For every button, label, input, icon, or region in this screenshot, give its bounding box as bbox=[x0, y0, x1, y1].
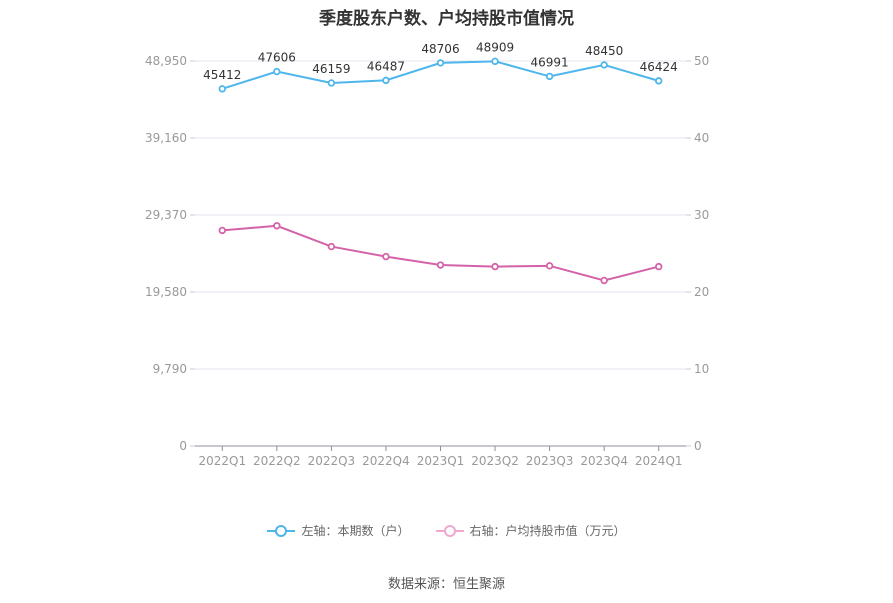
data-label: 46487 bbox=[367, 59, 405, 73]
data-point bbox=[273, 222, 281, 230]
data-point bbox=[436, 59, 445, 67]
left-tick-label: 0 bbox=[179, 439, 187, 453]
x-tick-label: 2022Q3 bbox=[308, 454, 356, 468]
data-point bbox=[655, 262, 663, 271]
x-tick-label: 2022Q2 bbox=[253, 454, 301, 468]
data-point bbox=[600, 61, 608, 69]
x-tick-label: 2023Q2 bbox=[471, 454, 519, 468]
left-tick-label: 9,790 bbox=[153, 362, 187, 376]
data-point bbox=[600, 276, 608, 285]
right-tick-label: 50 bbox=[694, 54, 709, 68]
data-point bbox=[545, 72, 554, 81]
x-tick-label: 2022Q4 bbox=[362, 454, 410, 468]
axes: 0 0 9,790 10 19,580 20 29,370 30 39,160 40 48,950 5… bbox=[145, 54, 709, 468]
x-tick-label: 2023Q1 bbox=[417, 454, 465, 468]
grid-lines bbox=[195, 60, 686, 370]
data-label: 46159 bbox=[312, 62, 350, 76]
left-tick-label: 48,950 bbox=[145, 54, 187, 68]
data-point bbox=[327, 79, 336, 87]
right-tick-label: 40 bbox=[694, 131, 709, 145]
legend-label: 左轴：本期数（户） bbox=[301, 524, 410, 538]
data-point bbox=[218, 226, 226, 235]
left-tick-label: 19,580 bbox=[145, 285, 187, 299]
data-point bbox=[545, 262, 554, 270]
data-label: 48706 bbox=[421, 42, 459, 56]
data-point bbox=[382, 76, 390, 85]
data-label: 45412 bbox=[203, 68, 241, 82]
data-point bbox=[491, 57, 499, 66]
legend: 左轴：本期数（户） 右轴：户均持股市值（万元） bbox=[0, 522, 893, 539]
x-tick-label: 2022Q1 bbox=[198, 454, 246, 468]
x-tick-label: 2023Q4 bbox=[580, 454, 628, 468]
right-tick-label: 30 bbox=[694, 208, 709, 222]
data-source: 数据来源：恒生聚源 bbox=[387, 577, 505, 592]
right-tick-label: 20 bbox=[694, 285, 709, 299]
legend-line-icon bbox=[435, 524, 464, 538]
data-label: 47606 bbox=[258, 51, 296, 65]
x-tick-label: 2024Q1 bbox=[635, 454, 683, 468]
legend-line-icon bbox=[267, 524, 296, 538]
data-label: 46424 bbox=[640, 60, 678, 74]
data-point bbox=[436, 261, 445, 269]
data-point bbox=[655, 77, 663, 85]
data-label: 48909 bbox=[476, 40, 514, 54]
series-lines bbox=[218, 57, 663, 285]
data-point bbox=[491, 262, 499, 271]
data-point bbox=[273, 67, 281, 76]
legend-item-households[interactable]: 左轴：本期数（户） bbox=[267, 522, 410, 539]
chart-title: 季度股东户数、户均持股市值情况 bbox=[319, 9, 574, 29]
x-tick-label: 2023Q3 bbox=[526, 454, 574, 468]
legend-item-avg-holding[interactable]: 右轴：户均持股市值（万元） bbox=[435, 522, 626, 539]
data-point bbox=[327, 242, 336, 251]
data-label: 46991 bbox=[531, 55, 569, 69]
left-tick-label: 39,160 bbox=[145, 131, 187, 145]
data-point bbox=[382, 252, 390, 261]
data-labels: 45412 47606 46159 46487 48706 48909 46991 48450… bbox=[203, 40, 678, 82]
series-line-1 bbox=[222, 224, 659, 282]
legend-label: 右轴：户均持股市值（万元） bbox=[469, 524, 626, 538]
data-point bbox=[218, 85, 226, 93]
left-tick-label: 29,370 bbox=[145, 208, 187, 222]
right-tick-label: 0 bbox=[694, 439, 702, 453]
data-label: 48450 bbox=[585, 44, 623, 58]
right-tick-label: 10 bbox=[694, 362, 709, 376]
